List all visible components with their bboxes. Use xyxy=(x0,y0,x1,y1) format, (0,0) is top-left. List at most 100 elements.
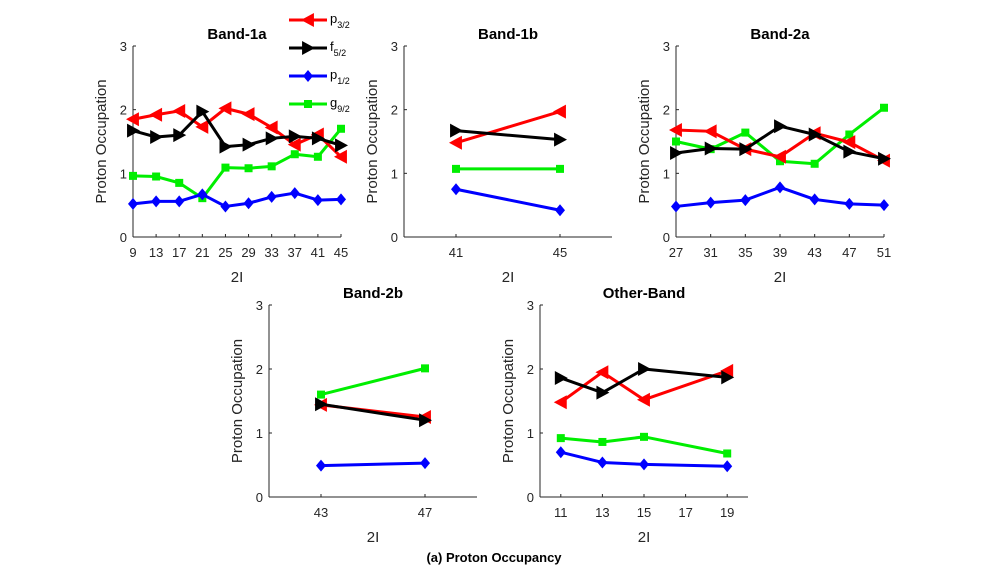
y-tick-label: 0 xyxy=(120,230,127,245)
data-point xyxy=(639,458,649,471)
data-point xyxy=(315,397,328,412)
data-point xyxy=(152,172,161,181)
data-point xyxy=(267,162,276,171)
panel-title: Band-2a xyxy=(750,26,810,43)
data-point xyxy=(720,363,734,378)
data-point xyxy=(129,171,137,180)
x-tick-label: 31 xyxy=(703,245,717,260)
data-point xyxy=(335,138,348,153)
data-point xyxy=(554,370,568,385)
x-tick-label: 45 xyxy=(553,245,567,260)
data-point xyxy=(672,137,680,146)
data-point xyxy=(244,164,253,173)
series-p1-2 xyxy=(128,187,346,213)
y-tick-label: 3 xyxy=(391,39,398,54)
data-point xyxy=(151,195,162,208)
data-point xyxy=(221,163,230,172)
data-point xyxy=(242,137,256,152)
data-point xyxy=(597,456,608,469)
x-tick-label: 41 xyxy=(311,245,325,260)
y-axis-label: Proton Occupation xyxy=(93,79,110,203)
x-tick-label: 15 xyxy=(637,505,651,520)
y-axis-label: Proton Occupation xyxy=(636,79,653,203)
x-tick-label: 47 xyxy=(418,505,432,520)
x-tick-label: 41 xyxy=(449,245,463,260)
data-point xyxy=(289,187,300,200)
data-point xyxy=(196,104,210,119)
data-point xyxy=(316,459,326,472)
data-point xyxy=(264,120,278,135)
data-point xyxy=(741,128,750,137)
legend-item-p3-2: p3/2 xyxy=(289,11,350,30)
data-point xyxy=(175,178,184,187)
series-f5-2 xyxy=(670,119,891,166)
series-line xyxy=(320,402,426,422)
x-tick-label: 27 xyxy=(669,245,683,260)
chart-panel-other-band: 0 1 2 3 11 13 15 17 19 Other-Band 2I Proton Occupat… xyxy=(500,285,748,546)
x-axis-label: 2I xyxy=(502,269,515,286)
x-tick-label: 17 xyxy=(172,245,186,260)
x-tick-label: 9 xyxy=(129,245,136,260)
data-point xyxy=(450,123,463,138)
y-tick-label: 1 xyxy=(663,166,670,181)
y-tick-label: 3 xyxy=(663,39,670,54)
legend-label: g9/2 xyxy=(330,95,350,114)
x-tick-label: 47 xyxy=(842,245,856,260)
data-point xyxy=(554,132,567,147)
data-point xyxy=(449,135,462,150)
data-point xyxy=(218,101,232,116)
series-line xyxy=(455,187,561,212)
data-point xyxy=(555,446,566,459)
data-point xyxy=(452,164,460,173)
series-f5-2 xyxy=(127,104,348,154)
data-point xyxy=(219,139,233,154)
x-tick-label: 13 xyxy=(149,245,163,260)
data-point xyxy=(197,188,208,201)
data-point xyxy=(553,104,566,119)
series-line xyxy=(132,106,343,158)
y-tick-label: 3 xyxy=(527,298,534,313)
y-axis-label: Proton Occupation xyxy=(364,79,381,203)
data-point xyxy=(312,194,323,207)
data-point xyxy=(880,103,888,112)
data-point xyxy=(775,181,785,194)
series-p1-2 xyxy=(316,457,430,472)
data-point xyxy=(150,130,164,145)
x-tick-label: 45 xyxy=(334,245,348,260)
data-point xyxy=(721,370,735,385)
data-point xyxy=(337,124,345,133)
data-point xyxy=(670,145,683,160)
data-point xyxy=(556,434,565,443)
y-tick-label: 1 xyxy=(527,426,534,441)
series-line xyxy=(320,366,426,397)
data-point xyxy=(313,152,322,161)
panel-title: Band-1a xyxy=(207,26,267,43)
data-point xyxy=(241,107,255,122)
data-point xyxy=(451,183,461,196)
series-p1-2 xyxy=(451,183,565,217)
x-tick-label: 17 xyxy=(678,505,692,520)
x-tick-label: 25 xyxy=(218,245,232,260)
chart-panel-band-1b: 0 1 2 3 41 45 Band-1b 2I Proton Occupation xyxy=(364,26,612,286)
x-axis-label: 2I xyxy=(638,529,651,546)
series-line xyxy=(455,129,561,142)
x-tick-label: 13 xyxy=(595,505,609,520)
data-point xyxy=(555,204,565,217)
data-point xyxy=(878,151,891,166)
data-point xyxy=(774,119,787,134)
figure-caption: (a) Proton Occupancy xyxy=(426,550,562,565)
data-point xyxy=(243,197,254,210)
series-p3-2 xyxy=(126,101,347,164)
series-p1-2 xyxy=(671,181,889,213)
x-tick-label: 43 xyxy=(314,505,328,520)
data-point xyxy=(126,112,139,127)
y-tick-label: 1 xyxy=(391,166,398,181)
x-axis-label: 2I xyxy=(367,529,380,546)
y-tick-label: 0 xyxy=(256,490,263,505)
data-point xyxy=(809,193,820,206)
chart-panel-band-1a: 0 1 2 3 9 13 17 21 25 29 33 37 41 45 Band-1a 2I Proton O… xyxy=(93,26,348,286)
x-tick-label: 19 xyxy=(720,505,734,520)
series-line xyxy=(560,435,728,455)
data-point xyxy=(149,107,163,122)
